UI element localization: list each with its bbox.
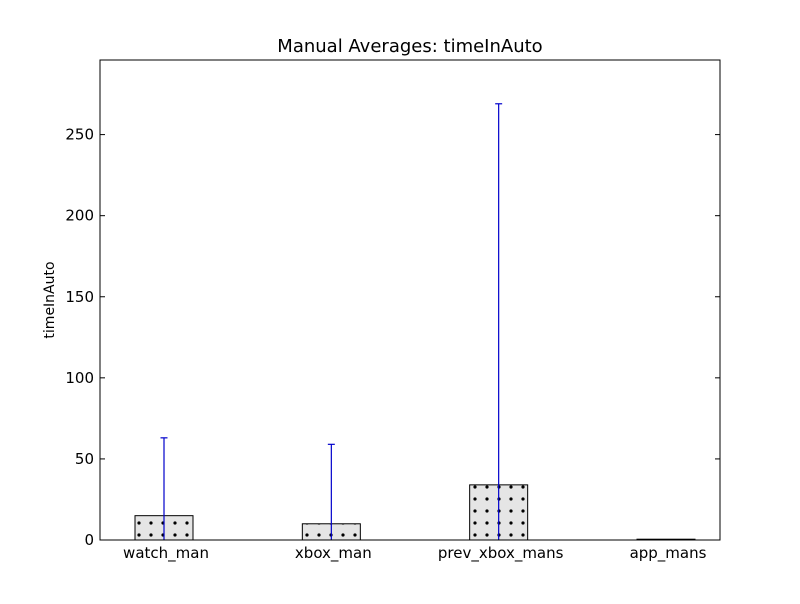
y-tick-label: 50 (75, 450, 94, 468)
y-tick-label: 250 (65, 126, 94, 144)
y-tick-label: 100 (65, 369, 94, 387)
y-tick-label: 150 (65, 288, 94, 306)
error-bars-layer (160, 103, 503, 540)
bars-layer (134, 484, 696, 541)
chart-title: Manual Averages: timeInAuto (277, 36, 542, 57)
x-tick-label: prev_xbox_mans (438, 544, 564, 563)
ticks-layer: watch_man xbox_man prev_xbox_mans app_mans 0… (65, 126, 720, 563)
x-tick-label: xbox_man (295, 544, 372, 563)
y-tick-label: 200 (65, 207, 94, 225)
plot-frame (99, 59, 721, 541)
y-tick-label: 0 (84, 531, 94, 549)
x-tick-label: watch_man (123, 544, 209, 563)
x-tick-label: app_mans (630, 544, 707, 563)
y-axis-label: timeInAuto (42, 261, 58, 338)
axes-layer (99, 59, 721, 541)
